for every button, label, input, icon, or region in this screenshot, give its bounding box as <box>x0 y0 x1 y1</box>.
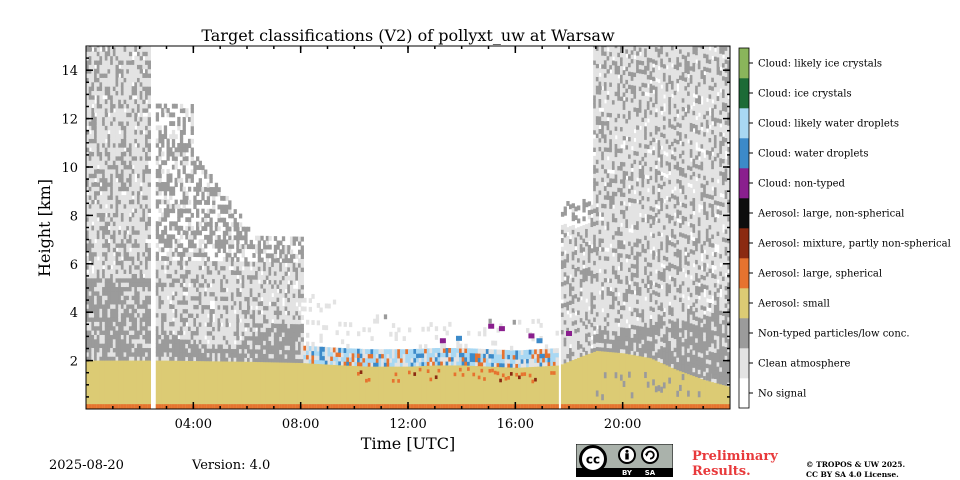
colorbar-label: Aerosol: mixture, partly non-spherical <box>757 239 951 250</box>
y-tick-label: 14 <box>61 64 78 79</box>
cloud-mark <box>455 335 462 341</box>
cloud-mark <box>488 323 495 329</box>
x-axis-label: Time [UTC] <box>361 434 455 453</box>
y-tick-label: 4 <box>70 306 78 321</box>
license-line-2: CC BY SA 4.0 License. <box>806 470 899 479</box>
x-tick-label: 04:00 <box>175 417 212 432</box>
y-tick-label: 2 <box>70 355 78 370</box>
colorbar-label: Non-typed particles/low conc. <box>758 329 910 340</box>
colorbar-label: No signal <box>758 389 806 400</box>
cloud-mark <box>439 338 446 344</box>
colorbar-swatch <box>739 348 749 379</box>
y-tick-label: 6 <box>70 258 78 273</box>
cloud-mark <box>536 338 543 344</box>
preliminary-line-2: Results. <box>692 464 751 479</box>
y-tick-label: 10 <box>61 161 78 176</box>
colorbar-label: Clean atmosphere <box>758 359 851 370</box>
y-axis-label: Height [km] <box>35 179 54 277</box>
axes: 04:00 08:00 12:00 16:00 20:00 2 4 6 8 10 12 14 <box>61 45 731 432</box>
y-tick-label: 8 <box>70 209 78 224</box>
colorbar-label: Cloud: likely water droplets <box>758 119 899 130</box>
colorbar-label: Cloud: water droplets <box>758 149 869 160</box>
sa-label: SA <box>645 469 656 477</box>
colorbar-label: Cloud: likely ice crystals <box>758 59 882 70</box>
cloud-mark <box>498 326 505 332</box>
colorbar-swatch <box>739 168 749 199</box>
colorbar-swatch <box>739 378 749 409</box>
version-label: Version: 4.0 <box>192 458 271 473</box>
colorbar-swatch <box>739 198 749 229</box>
chart-title: Target classifications (V2) of pollyxt_u… <box>201 26 615 45</box>
colorbar-swatch <box>739 228 749 259</box>
preliminary-line-1: Preliminary <box>692 449 778 464</box>
by-label: BY <box>622 469 633 477</box>
colorbar-swatch <box>739 138 749 169</box>
cc-icon: cc <box>586 453 600 467</box>
colorbar-label: Cloud: non-typed <box>758 179 846 190</box>
license-line-1: © TROPOS & UW 2025. <box>806 460 906 469</box>
cc-by-sa-badge: cc BY SA <box>576 444 673 477</box>
y-tick-label: 12 <box>61 113 78 128</box>
colorbar-label: Aerosol: small <box>757 299 830 310</box>
colorbar: No signal Clean atmosphere Non-typed parti… <box>738 47 951 409</box>
colorbar-label: Aerosol: large, spherical <box>757 269 882 280</box>
x-tick-label: 12:00 <box>389 417 426 432</box>
x-tick-label: 16:00 <box>497 417 534 432</box>
cloud-mark <box>566 330 572 336</box>
x-tick-label: 20:00 <box>604 417 641 432</box>
cloud-mark <box>528 333 535 339</box>
plot-area <box>86 46 730 409</box>
preliminary-notice: Preliminary Results. <box>692 449 778 479</box>
colorbar-label: Aerosol: large, non-spherical <box>757 209 904 220</box>
colorbar-swatch <box>739 78 749 109</box>
share-alike-icon <box>641 446 659 464</box>
colorbar-label: Cloud: ice crystals <box>758 89 852 100</box>
colorbar-swatch <box>739 258 749 289</box>
colorbar-frame <box>738 47 750 409</box>
colorbar-swatch <box>739 318 749 349</box>
colorbar-swatch <box>739 108 749 139</box>
heatmap-cells <box>86 46 730 409</box>
colorbar-swatch <box>739 48 749 79</box>
colorbar-swatch <box>739 288 749 319</box>
date-label: 2025-08-20 <box>49 458 124 473</box>
license-notice: © TROPOS & UW 2025. CC BY SA 4.0 License… <box>806 460 905 480</box>
x-tick-label: 08:00 <box>282 417 319 432</box>
